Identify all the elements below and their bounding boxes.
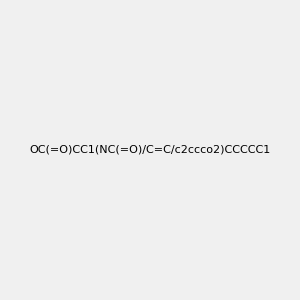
Text: OC(=O)CC1(NC(=O)/C=C/c2ccco2)CCCCC1: OC(=O)CC1(NC(=O)/C=C/c2ccco2)CCCCC1: [29, 145, 271, 155]
